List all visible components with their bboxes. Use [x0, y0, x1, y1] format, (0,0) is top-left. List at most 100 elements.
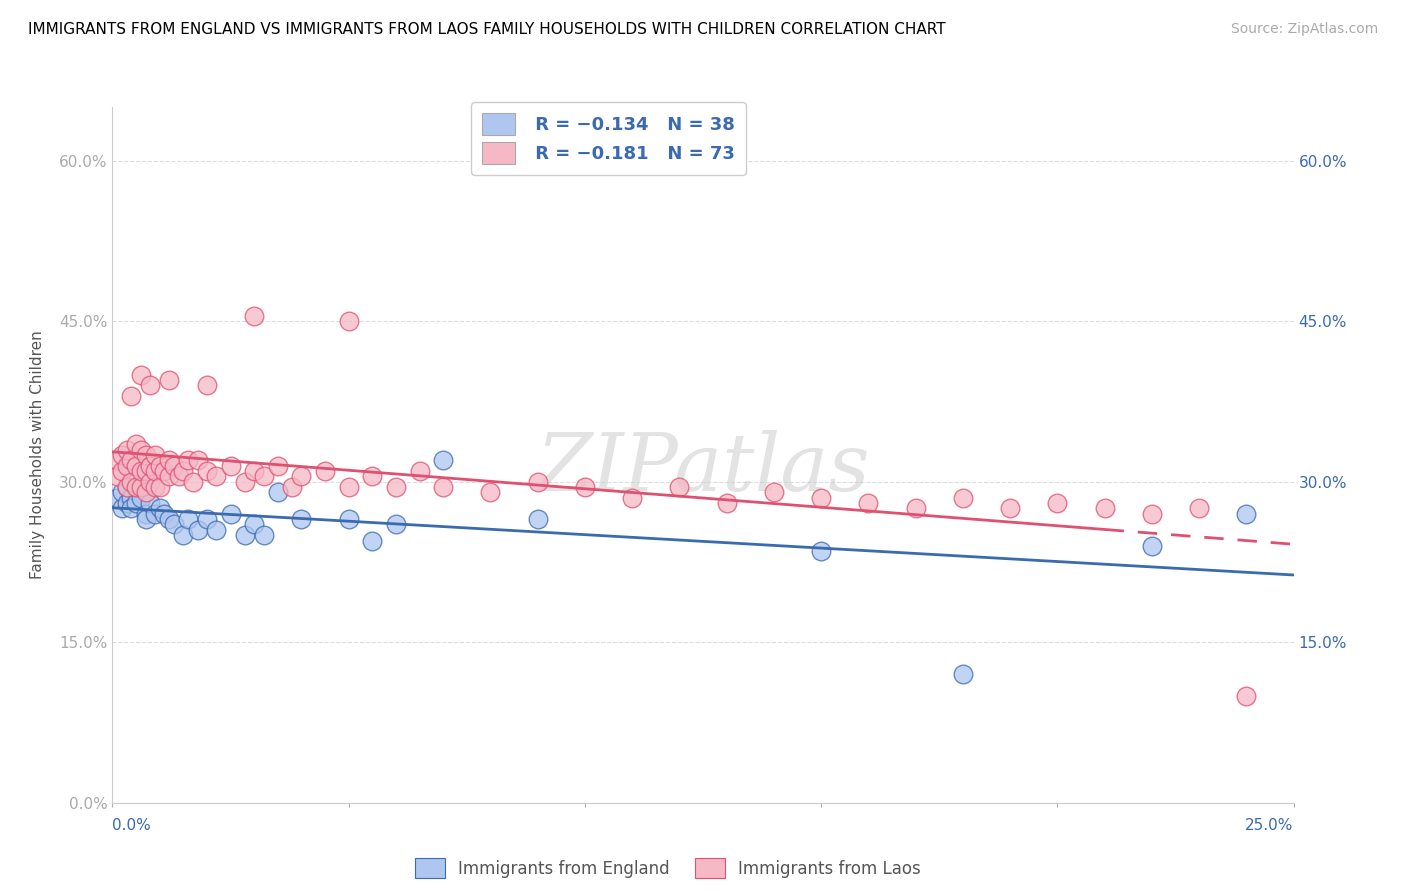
Point	[125, 437, 148, 451]
Point	[139, 475, 162, 489]
Point	[205, 523, 228, 537]
Point	[574, 480, 596, 494]
Point	[243, 309, 266, 323]
Point	[129, 491, 152, 505]
Point	[314, 464, 336, 478]
Point	[149, 480, 172, 494]
Point	[1140, 539, 1163, 553]
Point	[153, 464, 176, 478]
Point	[186, 523, 208, 537]
Y-axis label: Family Households with Children: Family Households with Children	[31, 331, 45, 579]
Point	[195, 512, 218, 526]
Point	[120, 475, 142, 489]
Point	[337, 512, 360, 526]
Point	[157, 469, 180, 483]
Point	[810, 491, 832, 505]
Text: 0.0%: 0.0%	[112, 818, 152, 832]
Point	[432, 480, 454, 494]
Point	[385, 480, 408, 494]
Point	[385, 517, 408, 532]
Point	[998, 501, 1021, 516]
Point	[115, 458, 138, 473]
Point	[177, 512, 200, 526]
Point	[111, 501, 134, 516]
Point	[233, 475, 256, 489]
Point	[668, 480, 690, 494]
Point	[281, 480, 304, 494]
Point	[115, 480, 138, 494]
Point	[243, 517, 266, 532]
Point	[105, 453, 128, 467]
Point	[526, 512, 548, 526]
Text: IMMIGRANTS FROM ENGLAND VS IMMIGRANTS FROM LAOS FAMILY HOUSEHOLDS WITH CHILDREN : IMMIGRANTS FROM ENGLAND VS IMMIGRANTS FR…	[28, 22, 946, 37]
Point	[1234, 507, 1257, 521]
Point	[125, 458, 148, 473]
Point	[120, 491, 142, 505]
Point	[408, 464, 430, 478]
Point	[904, 501, 927, 516]
Point	[526, 475, 548, 489]
Point	[716, 496, 738, 510]
Point	[135, 485, 157, 500]
Point	[290, 512, 312, 526]
Point	[167, 469, 190, 483]
Point	[253, 528, 276, 542]
Point	[111, 464, 134, 478]
Point	[762, 485, 785, 500]
Point	[858, 496, 880, 510]
Point	[143, 480, 166, 494]
Point	[105, 469, 128, 483]
Point	[186, 453, 208, 467]
Point	[157, 512, 180, 526]
Point	[129, 464, 152, 478]
Point	[115, 442, 138, 457]
Point	[361, 469, 384, 483]
Point	[115, 496, 138, 510]
Point	[125, 496, 148, 510]
Point	[125, 480, 148, 494]
Text: Source: ZipAtlas.com: Source: ZipAtlas.com	[1230, 22, 1378, 37]
Text: ZIPatlas: ZIPatlas	[536, 430, 870, 508]
Point	[157, 373, 180, 387]
Point	[205, 469, 228, 483]
Point	[143, 448, 166, 462]
Point	[177, 453, 200, 467]
Point	[253, 469, 276, 483]
Point	[139, 378, 162, 392]
Legend: Immigrants from England, Immigrants from Laos: Immigrants from England, Immigrants from…	[408, 851, 927, 885]
Point	[157, 453, 180, 467]
Point	[290, 469, 312, 483]
Point	[195, 378, 218, 392]
Point	[120, 453, 142, 467]
Point	[1234, 689, 1257, 703]
Point	[337, 314, 360, 328]
Point	[105, 491, 128, 505]
Point	[243, 464, 266, 478]
Point	[143, 464, 166, 478]
Point	[149, 458, 172, 473]
Point	[432, 453, 454, 467]
Point	[479, 485, 502, 500]
Point	[172, 464, 194, 478]
Point	[163, 458, 186, 473]
Point	[361, 533, 384, 548]
Point	[135, 448, 157, 462]
Point	[181, 475, 204, 489]
Point	[1046, 496, 1069, 510]
Point	[129, 480, 152, 494]
Point	[129, 442, 152, 457]
Point	[219, 458, 242, 473]
Point	[219, 507, 242, 521]
Point	[153, 507, 176, 521]
Point	[135, 464, 157, 478]
Point	[111, 485, 134, 500]
Point	[135, 507, 157, 521]
Point	[120, 501, 142, 516]
Point	[267, 458, 290, 473]
Point	[337, 480, 360, 494]
Point	[149, 501, 172, 516]
Point	[135, 512, 157, 526]
Point	[120, 389, 142, 403]
Point	[621, 491, 644, 505]
Point	[267, 485, 290, 500]
